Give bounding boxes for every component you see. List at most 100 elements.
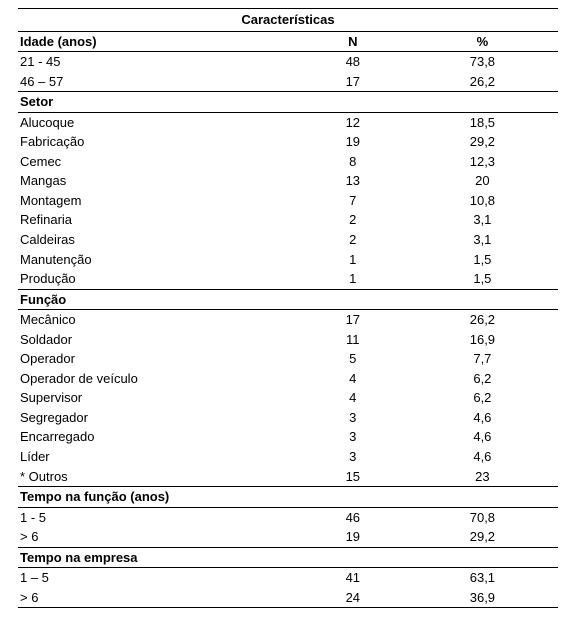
table-row: Manutenção11,5 [18,250,558,270]
cell-label: Refinaria [18,210,299,230]
table-row: Montagem710,8 [18,191,558,211]
cell-pct: 6,2 [407,369,558,389]
cell-label: Cemec [18,152,299,172]
cell-n: 1 [299,250,407,270]
table-row: Operador de veículo46,2 [18,369,558,389]
cell-pct: 4,6 [407,447,558,467]
table-row: Produção11,5 [18,269,558,289]
table-row: Encarregado34,6 [18,427,558,447]
cell-pct: 10,8 [407,191,558,211]
section-header: Setor [18,91,558,113]
cell-pct: 4,6 [407,408,558,428]
section-header: Tempo na empresa [18,547,558,569]
cell-n: 12 [299,113,407,133]
cell-pct: 29,2 [407,132,558,152]
cell-n: 4 [299,388,407,408]
cell-label: Caldeiras [18,230,299,250]
cell-n: 3 [299,447,407,467]
cell-label: 21 - 45 [18,52,299,72]
table-row: Refinaria23,1 [18,210,558,230]
table-row: Segregador34,6 [18,408,558,428]
cell-label: Alucoque [18,113,299,133]
cell-n: 1 [299,269,407,289]
cell-n: 3 [299,408,407,428]
cell-label: Segregador [18,408,299,428]
cell-n: 19 [299,527,407,547]
table-row: Soldador1116,9 [18,330,558,350]
cell-pct: 63,1 [407,568,558,588]
table-row: 1 – 54163,1 [18,568,558,588]
cell-label: * Outros [18,467,299,487]
cell-label: 1 - 5 [18,508,299,528]
cell-n: 24 [299,588,407,608]
cell-pct: 1,5 [407,269,558,289]
cell-label: 46 – 57 [18,72,299,92]
cell-pct: 70,8 [407,508,558,528]
table-row: Supervisor46,2 [18,388,558,408]
table-row: 21 - 454873,8 [18,52,558,72]
cell-label: Produção [18,269,299,289]
cell-n: 2 [299,230,407,250]
cell-pct: 7,7 [407,349,558,369]
cell-n: 7 [299,191,407,211]
table-row: Líder34,6 [18,447,558,467]
cell-label: Mangas [18,171,299,191]
cell-label: > 6 [18,588,299,608]
cell-label: Encarregado [18,427,299,447]
cell-pct: 3,1 [407,210,558,230]
table-row: Fabricação1929,2 [18,132,558,152]
cell-pct: 73,8 [407,52,558,72]
cell-n: 17 [299,310,407,330]
sections-container: 21 - 454873,846 – 571726,2SetorAlucoque1… [18,52,558,608]
table-row: Caldeiras23,1 [18,230,558,250]
section-header: Função [18,289,558,311]
cell-n: 4 [299,369,407,389]
cell-label: Operador [18,349,299,369]
cell-label: Supervisor [18,388,299,408]
cell-pct: 29,2 [407,527,558,547]
footnote [18,608,558,610]
cell-pct: 6,2 [407,388,558,408]
cell-label: Líder [18,447,299,467]
table-row: > 61929,2 [18,527,558,547]
table-row: Mecânico1726,2 [18,310,558,330]
cell-n: 48 [299,52,407,72]
cell-label: Mecânico [18,310,299,330]
section-header: Tempo na função (anos) [18,486,558,508]
table-row: Operador57,7 [18,349,558,369]
cell-label: Operador de veículo [18,369,299,389]
cell-pct: 4,6 [407,427,558,447]
cell-pct: 26,2 [407,72,558,92]
cell-n: 2 [299,210,407,230]
cell-pct: 36,9 [407,588,558,608]
cell-pct: 26,2 [407,310,558,330]
table-row: Alucoque1218,5 [18,113,558,133]
cell-label: Fabricação [18,132,299,152]
cell-n: 17 [299,72,407,92]
col-header-pct: % [407,32,558,52]
cell-pct: 16,9 [407,330,558,350]
cell-n: 11 [299,330,407,350]
table-title: Características [18,9,558,32]
characteristics-table: Características Idade (anos) N % 21 - 45… [18,8,558,608]
table-row: 1 - 54670,8 [18,508,558,528]
col-header-label: Idade (anos) [18,32,299,52]
cell-n: 13 [299,171,407,191]
cell-n: 19 [299,132,407,152]
table-row: Cemec812,3 [18,152,558,172]
cell-pct: 23 [407,467,558,487]
cell-pct: 3,1 [407,230,558,250]
cell-label: > 6 [18,527,299,547]
cell-label: 1 – 5 [18,568,299,588]
cell-n: 3 [299,427,407,447]
cell-label: Manutenção [18,250,299,270]
cell-n: 5 [299,349,407,369]
table-row: * Outros1523 [18,467,558,487]
column-headers: Idade (anos) N % [18,32,558,53]
cell-pct: 1,5 [407,250,558,270]
table-row: 46 – 571726,2 [18,72,558,92]
cell-pct: 12,3 [407,152,558,172]
cell-label: Soldador [18,330,299,350]
cell-n: 46 [299,508,407,528]
table-row: Mangas1320 [18,171,558,191]
